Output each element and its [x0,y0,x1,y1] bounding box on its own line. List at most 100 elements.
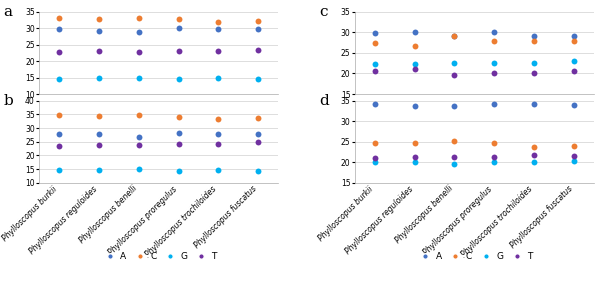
Point [174,49,184,54]
Point [370,141,380,145]
Point [174,77,184,82]
Point [134,143,143,148]
Point [410,154,419,159]
Point [174,131,184,135]
Point [529,60,539,65]
Legend: A, C, G, T: A, C, G, T [413,248,536,265]
Point [490,71,499,76]
Point [134,15,143,20]
Point [214,27,223,32]
Point [569,159,579,163]
Text: d: d [319,94,329,108]
Point [529,102,539,107]
Point [449,162,459,166]
Point [529,34,539,38]
Point [134,75,143,80]
Point [214,48,223,53]
Point [174,17,184,22]
Point [370,69,380,74]
Point [94,114,104,118]
Point [529,160,539,164]
Point [54,27,64,32]
Point [449,155,459,159]
Point [54,112,64,117]
Legend: A, C, G, T: A, C, G, T [97,248,220,265]
Point [94,168,104,172]
Point [214,76,223,80]
Point [174,114,184,119]
Point [134,50,143,54]
Point [490,155,499,160]
Point [214,20,223,24]
Point [490,61,499,65]
Point [529,39,539,44]
Point [94,142,104,147]
Point [449,33,459,38]
Point [214,117,223,121]
Point [410,141,419,145]
Point [449,33,459,38]
Point [370,40,380,45]
Point [569,144,579,148]
Point [253,116,263,121]
Point [94,132,104,137]
Point [54,132,64,137]
Point [449,61,459,65]
Point [490,39,499,43]
Point [253,27,263,32]
Point [410,61,419,66]
Point [174,141,184,146]
Point [569,153,579,158]
Point [134,112,143,117]
Point [569,59,579,63]
Point [529,71,539,76]
Point [569,34,579,39]
Point [174,26,184,31]
Point [370,102,380,107]
Point [94,49,104,54]
Point [253,132,263,136]
Point [134,167,143,172]
Point [529,144,539,149]
Point [54,16,64,21]
Point [449,104,459,108]
Point [370,61,380,66]
Point [214,167,223,172]
Point [569,69,579,74]
Point [410,104,419,108]
Point [253,18,263,23]
Point [490,160,499,165]
Point [410,30,419,34]
Point [54,168,64,172]
Point [410,67,419,72]
Point [134,30,143,34]
Point [449,73,459,78]
Point [214,132,223,137]
Point [253,47,263,52]
Point [569,103,579,107]
Point [253,168,263,173]
Point [54,144,64,148]
Point [410,160,419,165]
Text: a: a [3,5,12,19]
Point [569,39,579,44]
Point [370,160,380,165]
Point [370,155,380,160]
Point [490,141,499,145]
Point [94,76,104,81]
Point [94,17,104,22]
Point [449,139,459,143]
Point [253,140,263,145]
Point [370,31,380,36]
Point [490,30,499,35]
Point [94,28,104,33]
Point [174,168,184,173]
Point [529,152,539,157]
Point [54,50,64,54]
Text: c: c [319,5,328,19]
Point [410,44,419,49]
Point [134,135,143,140]
Point [490,101,499,106]
Text: b: b [3,94,13,108]
Point [214,141,223,146]
